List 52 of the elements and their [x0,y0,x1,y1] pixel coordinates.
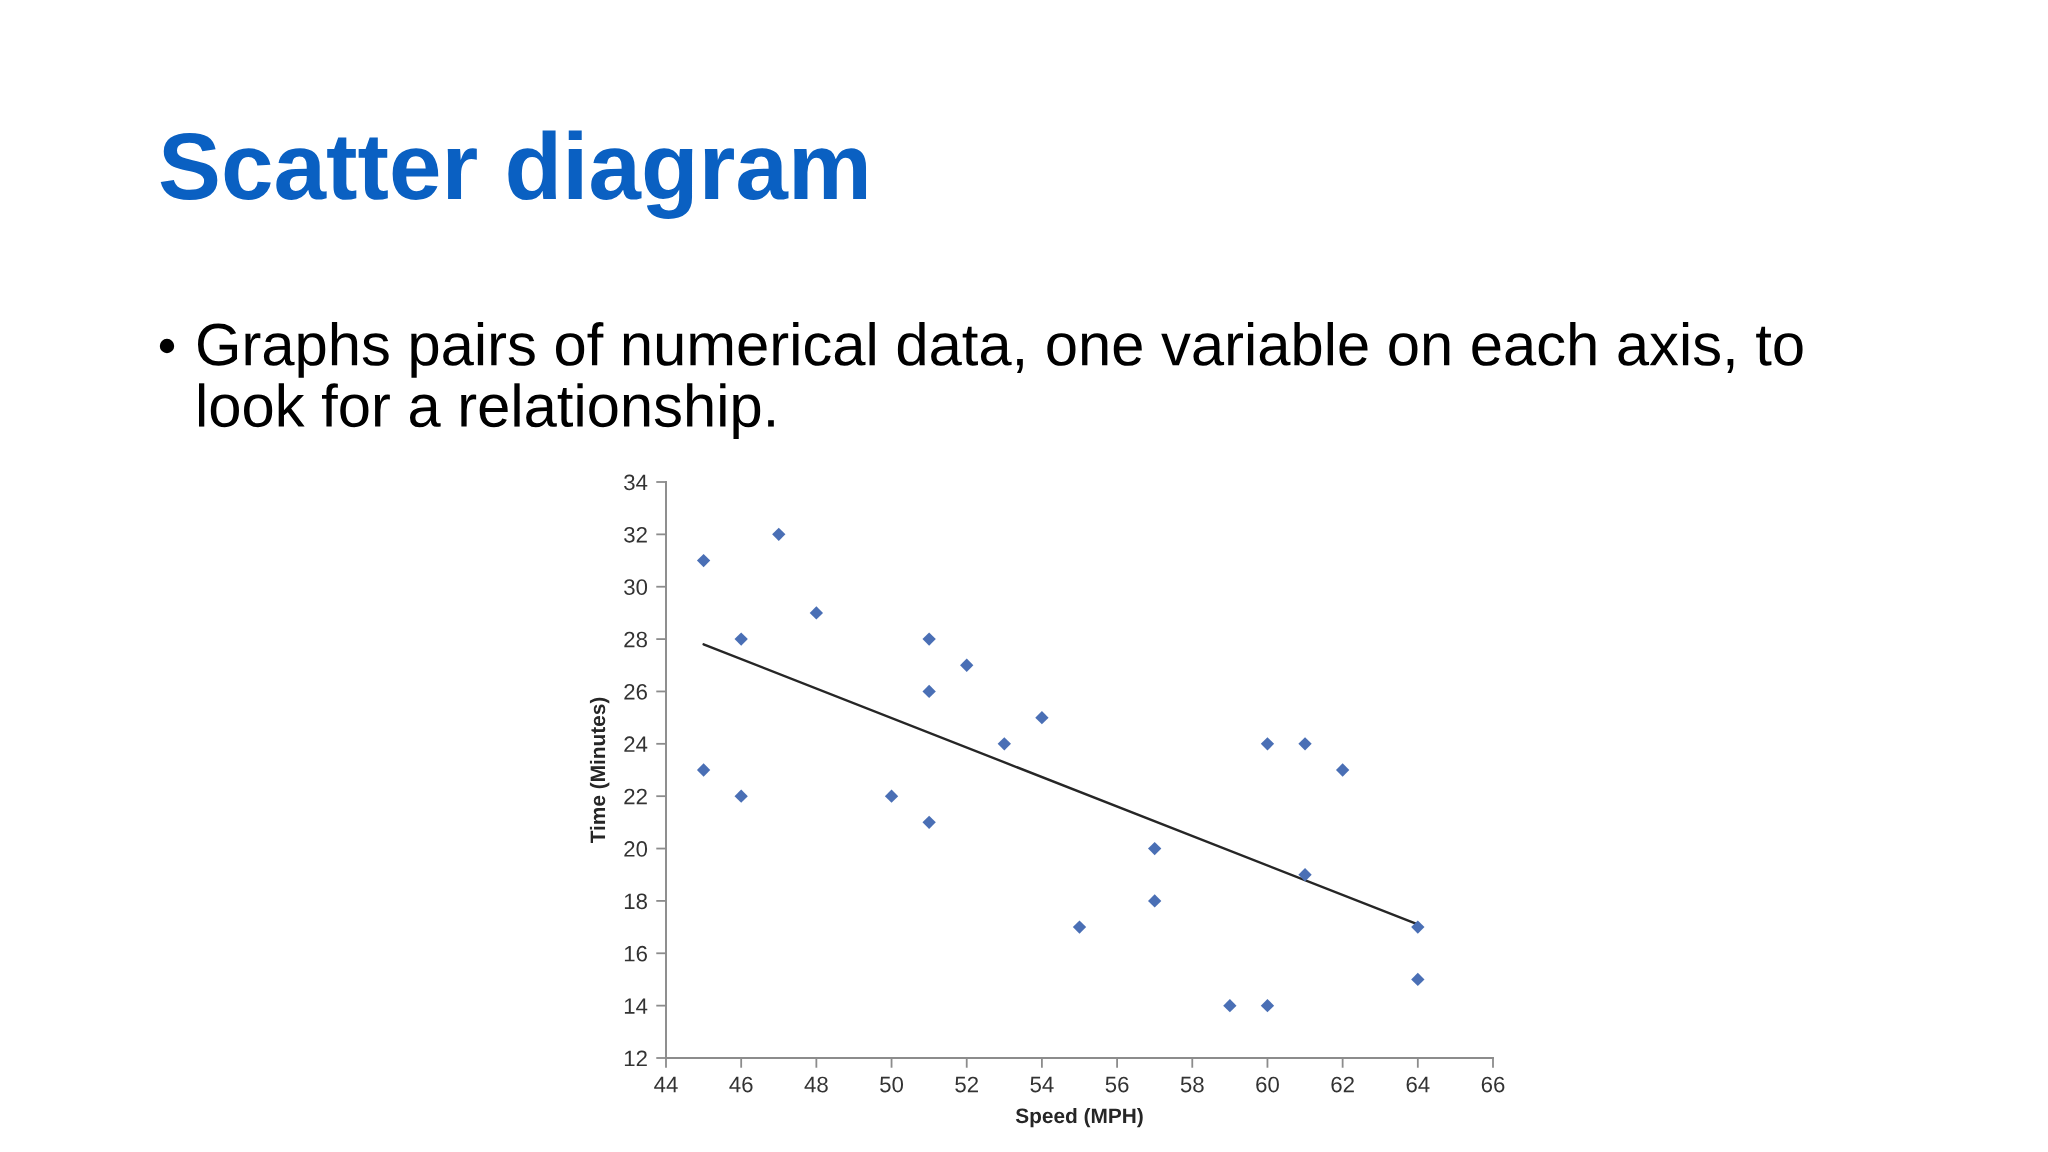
point [772,527,786,542]
point [696,553,711,568]
y-tick-label: 18 [624,893,647,910]
x-tick-label: 44 [654,1076,678,1093]
point [1298,737,1312,751]
x-axis-title: Speed (MPH) [1015,1107,1143,1128]
y-tick-label: 32 [624,526,647,543]
point [1035,710,1049,725]
chart-title: Scatter diagram [160,130,867,220]
x-tick-label: 54 [1030,1076,1054,1093]
x-tick-label: 48 [804,1076,828,1093]
y-axis-title: Time (Minutes) [589,697,610,844]
y-tick-label: 14 [624,998,648,1014]
x-tick-label: 52 [955,1076,978,1093]
point [922,632,936,646]
chart-subtitle: Graphs pairs of numerical data, one variable on each axis, to look for a relationship. [198,322,1803,439]
point [1148,841,1162,856]
point [809,606,824,620]
point [1072,920,1087,934]
x-tick-label: 62 [1331,1076,1354,1093]
point [997,737,1011,751]
point [1411,972,1425,987]
x-tick-label: 64 [1406,1076,1430,1093]
x-tick-label: 66 [1481,1076,1505,1093]
x-tick-label: 46 [729,1076,753,1093]
point [884,789,899,803]
point [1148,894,1162,908]
y-tick-label: 16 [624,945,647,962]
point [1260,737,1275,751]
point [922,815,936,830]
y-tick-label: 34 [624,474,648,491]
y-tick-label: 22 [624,788,647,805]
point [1411,920,1425,934]
point [1335,763,1350,777]
y-tick-label: 24 [624,736,648,752]
y-tick-label: 26 [624,683,647,700]
point [1260,998,1275,1013]
y-tick-label: 28 [624,631,647,648]
point [734,789,748,803]
point [1223,998,1237,1013]
y-tick-label: 20 [624,841,648,857]
point [734,632,748,646]
y-tick-label: 30 [624,579,648,595]
point [1298,868,1312,882]
point [922,684,936,699]
point [960,658,974,672]
x-tick-label: 50 [880,1076,904,1093]
x-tick-label: 58 [1180,1076,1204,1093]
point [696,763,711,777]
x-tick-label: 60 [1256,1076,1279,1093]
x-tick-label: 56 [1105,1076,1129,1093]
y-tick-label: 12 [624,1050,647,1067]
